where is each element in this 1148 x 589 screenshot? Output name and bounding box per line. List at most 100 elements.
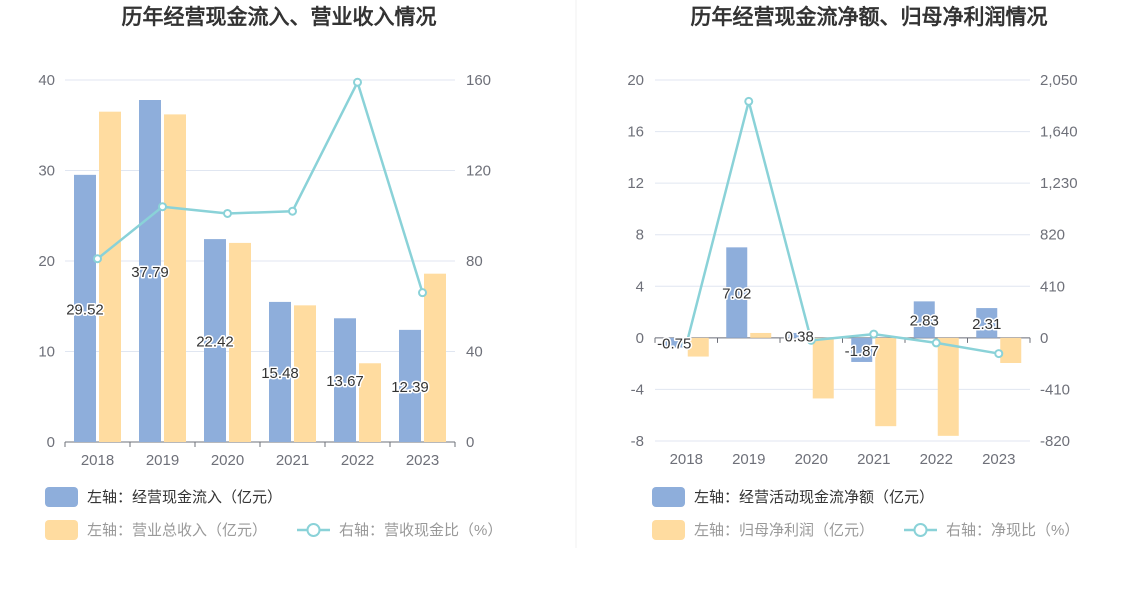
- x-tick-label: 2021: [857, 451, 890, 468]
- y-right-tick-label: 1,230: [1040, 175, 1078, 192]
- legend-label: 左轴：营业总收入（亿元）: [87, 522, 267, 539]
- grid-lines: [64, 79, 456, 447]
- y-left-tick-label: 16: [627, 124, 644, 141]
- bar-primary: [269, 301, 291, 442]
- ratio-point: [418, 288, 427, 298]
- bar-primary: [726, 247, 748, 338]
- bar-data-label: 7.02: [722, 286, 751, 303]
- legend-label: 右轴：净现比（%）: [946, 522, 1079, 539]
- bar-secondary: [875, 337, 897, 427]
- y-right-tick-label: -410: [1040, 381, 1070, 398]
- bar-secondary: [1000, 337, 1022, 363]
- legend-swatch-primary: [652, 487, 685, 507]
- y-right-tick-label: 80: [466, 253, 483, 270]
- legend-swatch-secondary: [45, 520, 78, 540]
- legend-swatch-secondary: [652, 520, 685, 540]
- legend-label: 左轴：经营现金流入（亿元）: [87, 489, 282, 506]
- bar-primary: [913, 301, 935, 338]
- bar-primary: [334, 318, 356, 442]
- bar-secondary: [229, 242, 251, 442]
- x-tick-label: 2018: [81, 452, 114, 469]
- y-left-tick-label: 4: [636, 278, 644, 295]
- y-right-tick-label: 2,050: [1040, 72, 1078, 89]
- ratio-point: [869, 329, 879, 339]
- y-left-tick-label: 12: [627, 175, 644, 192]
- y-left-tick-label: 0: [636, 330, 644, 347]
- bar-primary: [663, 337, 685, 348]
- x-tick-label: 2021: [276, 452, 309, 469]
- bar-data-label: 13.67: [326, 373, 364, 390]
- bars: [74, 100, 446, 443]
- y-left-tick-label: 20: [38, 253, 55, 270]
- ratio-point: [223, 208, 232, 218]
- legend-line-marker: [306, 523, 321, 537]
- bar-data-label: -0.75: [657, 336, 691, 353]
- y-right-tick-label: 160: [466, 72, 491, 89]
- legend-label: 左轴：归母净利润（亿元）: [694, 522, 874, 539]
- bar-data-label: 12.39: [391, 379, 429, 396]
- ratio-series-line: [96, 81, 424, 294]
- y-left-tick-label: 0: [47, 434, 55, 451]
- ratio-point: [744, 96, 754, 106]
- x-tick-label: 2020: [211, 452, 244, 469]
- x-tick-label: 2023: [406, 452, 439, 469]
- bar-secondary: [294, 305, 316, 442]
- y-right-tick-label: 0: [1040, 330, 1048, 347]
- bar-primary: [399, 329, 421, 442]
- y-left-tick-label: 8: [636, 227, 644, 244]
- y-left-tick-label: 40: [38, 72, 55, 89]
- y-right-tick-label: 0: [466, 434, 474, 451]
- bar-primary: [788, 332, 810, 338]
- data-labels: 29.52 37.79 22.42 15.48 13.67 12.39: [65, 263, 431, 398]
- legend-swatch-primary: [45, 487, 78, 507]
- ratio-point: [288, 206, 297, 216]
- bar-data-label: 29.52: [66, 301, 104, 318]
- bar-secondary: [359, 363, 381, 442]
- bar-secondary: [937, 337, 959, 436]
- ratio-line: [93, 77, 427, 298]
- bar-primary: [139, 100, 161, 443]
- legend[interactable]: 左轴：经营活动现金流净额（亿元） 左轴：归母净利润（亿元） 右轴：净现比（%）: [652, 487, 1079, 540]
- axis-ticks: 0 0 10 40 20 80 30 120 40 160 2018 2019 2020 2021 2022…: [38, 72, 491, 469]
- y-left-tick-label: 10: [38, 344, 55, 361]
- ratio-point: [353, 77, 362, 87]
- chart-title: 历年经营现金流入、营业收入情况: [122, 5, 437, 29]
- y-left-tick-label: -8: [631, 433, 644, 450]
- y-left-tick-label: 20: [627, 72, 644, 89]
- bar-data-label: 22.42: [196, 334, 234, 351]
- ratio-point: [681, 340, 691, 350]
- ratio-series-line: [685, 100, 999, 355]
- ratio-point: [93, 254, 102, 264]
- bar-secondary: [99, 111, 121, 443]
- y-right-tick-label: 1,640: [1040, 124, 1078, 141]
- chart-cash-inflow-revenue: 历年经营现金流入、营业收入情况 29.52 37.79 22.42 15.48 13.6…: [38, 5, 502, 540]
- ratio-point: [931, 338, 941, 348]
- legend-label: 左轴：经营活动现金流净额（亿元）: [694, 489, 934, 506]
- axis-ticks: -8 -820 -4 -410 0 0 4 410 8 820 12 1,230 16 1,640 20 2,…: [627, 72, 1077, 468]
- y-right-tick-label: 40: [466, 344, 483, 361]
- y-left-tick-label: 30: [38, 163, 55, 180]
- bar-data-label: -1.87: [845, 343, 879, 360]
- bar-secondary: [812, 337, 834, 399]
- bar-secondary: [164, 114, 186, 442]
- legend-line-marker: [913, 523, 928, 537]
- x-tick-label: 2019: [146, 452, 179, 469]
- y-right-tick-label: 820: [1040, 227, 1065, 244]
- ratio-point: [158, 202, 167, 212]
- legend[interactable]: 左轴：经营现金流入（亿元） 左轴：营业总收入（亿元） 右轴：营收现金比（%）: [45, 487, 502, 540]
- bar-primary: [851, 337, 873, 362]
- bar-secondary: [750, 332, 772, 338]
- x-tick-label: 2022: [341, 452, 374, 469]
- x-tick-label: 2019: [732, 451, 765, 468]
- data-labels: -0.75 7.02 0.38 -1.87 2.83 2.31: [656, 284, 1003, 361]
- bar-data-label: 0.38: [785, 328, 814, 345]
- x-tick-label: 2022: [920, 451, 953, 468]
- grid-lines: [654, 79, 1031, 442]
- bar-data-label: 2.83: [910, 313, 939, 330]
- bar-data-label: 37.79: [131, 264, 169, 281]
- bar-secondary: [687, 337, 709, 357]
- ratio-point: [806, 335, 816, 345]
- ratio-line: [681, 96, 1004, 359]
- bars: [663, 247, 1022, 436]
